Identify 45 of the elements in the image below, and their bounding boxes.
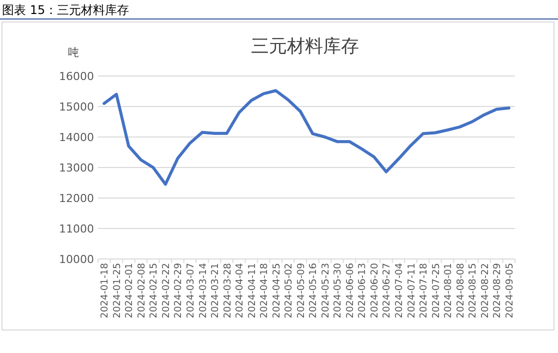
x-tick-label: 2024-08-22 [480, 263, 491, 318]
x-tick-label: 2024-02-08 [136, 263, 148, 318]
x-tick-label: 2024-01-25 [112, 263, 123, 318]
x-tick-label: 2024-02-01 [124, 263, 136, 318]
x-tick-label: 2024-05-02 [284, 263, 295, 318]
x-tick-label: 2024-02-29 [173, 263, 184, 318]
y-tick-label: 13000 [59, 162, 94, 174]
x-tick-label: 2024-04-11 [246, 263, 258, 318]
x-tick-label: 2024-07-11 [406, 263, 418, 318]
x-tick-label: 2024-04-25 [271, 263, 282, 318]
x-tick-label: 2024-04-04 [234, 263, 246, 318]
x-tick-label: 2024-05-23 [320, 263, 332, 318]
x-tick-label: 2024-07-25 [430, 263, 442, 318]
x-tick-label: 2024-01-18 [100, 263, 111, 318]
x-tick-label: 2024-07-04 [394, 263, 405, 318]
y-tick-label: 16000 [59, 70, 94, 83]
x-tick-label: 2024-06-06 [344, 263, 356, 318]
x-tick-label: 2024-08-15 [468, 263, 479, 318]
x-tick-label: 2024-05-09 [296, 263, 307, 318]
x-tick-label: 2024-05-30 [332, 263, 344, 318]
y-tick-label: 11000 [59, 222, 94, 236]
x-tick-label: 2024-05-16 [308, 263, 320, 318]
x-tick-label: 2024-03-07 [185, 263, 196, 318]
x-tick-label: 2024-08-29 [492, 263, 504, 318]
x-tick-label: 2024-03-28 [222, 263, 234, 318]
y-tick-label: 10000 [59, 253, 94, 266]
x-tick-label: 2024-06-27 [382, 263, 393, 318]
x-tick-label: 2024-04-18 [259, 263, 270, 318]
x-tick-label: 2024-03-14 [198, 263, 209, 318]
x-tick-label: 2024-09-05 [504, 263, 516, 318]
x-tick-label: 2024-07-18 [418, 263, 430, 318]
x-tick-label: 2024-08-01 [443, 263, 454, 318]
x-tick-label: 2024-08-08 [455, 263, 466, 318]
x-tick-label: 2024-06-13 [357, 263, 368, 318]
line-series [102, 89, 510, 186]
x-tick-label: 2024-02-22 [160, 263, 172, 318]
chart-title: 图表 15：三元材料库存 [2, 3, 130, 17]
x-tick-label: 2024-03-21 [210, 263, 222, 318]
y-axis-title: 吨 [68, 46, 79, 59]
y-tick-label: 15000 [59, 100, 94, 114]
x-tick-label: 2024-06-20 [369, 263, 380, 318]
chart-subtitle: 三元材料库存 [251, 36, 359, 57]
x-tick-label: 2024-02-15 [148, 263, 160, 318]
y-tick-label: 12000 [59, 192, 94, 205]
y-tick-label: 14000 [59, 131, 94, 144]
